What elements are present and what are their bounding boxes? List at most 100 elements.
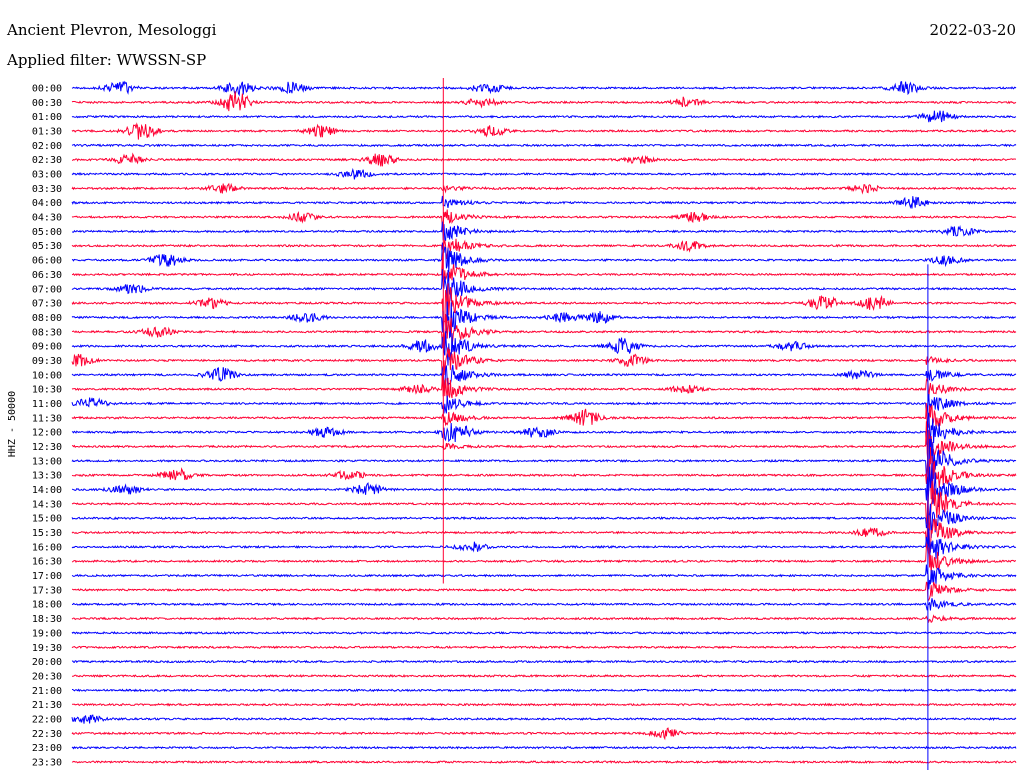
time-tick-label: 11:00 — [32, 399, 62, 410]
time-tick-label: 16:30 — [32, 557, 62, 568]
trace-line — [71, 347, 1017, 385]
time-tick-labels: 00:00 00:30 01:00 01:30 02:00 02:30 03:00 03:30… — [32, 84, 62, 769]
trace-line — [71, 238, 1017, 260]
time-tick-label: 04:00 — [32, 198, 62, 209]
trace-line — [72, 152, 1016, 167]
time-tick-label: 18:30 — [32, 614, 62, 625]
trace-line — [71, 209, 1017, 228]
trace-line — [71, 122, 1017, 140]
trace-line — [71, 645, 1017, 650]
time-tick-label: 07:00 — [32, 284, 62, 295]
trace-line — [71, 403, 1017, 432]
time-tick-label: 13:00 — [32, 456, 62, 467]
time-tick-label: 05:30 — [32, 241, 62, 252]
trace-line — [71, 714, 1017, 724]
trace-line — [71, 438, 1017, 486]
time-tick-label: 04:30 — [32, 213, 62, 224]
time-tick-label: 11:30 — [32, 413, 62, 424]
time-tick-label: 12:00 — [32, 428, 62, 439]
time-tick-label: 14:30 — [32, 499, 62, 510]
trace-line — [71, 598, 1017, 611]
time-tick-label: 03:30 — [32, 184, 62, 195]
time-tick-label: 08:30 — [32, 327, 62, 338]
trace-line — [71, 143, 1017, 148]
trace-line — [71, 242, 1017, 273]
time-tick-label: 17:00 — [32, 571, 62, 582]
trace-line — [72, 688, 1017, 693]
trace-line — [71, 480, 1017, 531]
trace-line — [71, 745, 1017, 750]
trace-line — [71, 394, 1017, 416]
time-tick-label: 02:00 — [32, 141, 62, 152]
time-tick-label: 06:00 — [32, 256, 62, 267]
time-tick-label: 17:30 — [32, 585, 62, 596]
time-tick-label: 22:30 — [32, 729, 62, 740]
time-tick-label: 15:30 — [32, 528, 62, 539]
time-tick-label: 16:00 — [32, 542, 62, 553]
time-tick-label: 03:00 — [32, 170, 62, 181]
trace-line — [71, 659, 1017, 664]
trace-line — [71, 673, 1017, 678]
time-tick-label: 00:30 — [32, 98, 62, 109]
trace-line — [71, 528, 1017, 561]
time-tick-label: 20:30 — [32, 671, 62, 682]
time-tick-label: 12:30 — [32, 442, 62, 453]
time-tick-label: 10:00 — [32, 370, 62, 381]
trace-line — [71, 195, 1017, 209]
time-tick-label: 15:00 — [32, 514, 62, 525]
trace-line — [71, 412, 1017, 445]
time-tick-label: 05:00 — [32, 227, 62, 238]
time-tick-label: 00:00 — [32, 84, 62, 95]
time-tick-label: 19:00 — [32, 628, 62, 639]
trace-line — [71, 283, 1017, 331]
trace-line — [71, 421, 1017, 465]
trace-line — [71, 167, 1017, 180]
trace-line — [71, 331, 1016, 366]
time-tick-label: 01:30 — [32, 127, 62, 138]
trace-line — [71, 543, 1016, 575]
trace-line — [71, 110, 1017, 123]
time-tick-label: 22:00 — [32, 714, 62, 725]
trace-line — [71, 364, 1017, 391]
trace-group — [71, 80, 1017, 765]
trace-line — [71, 503, 1017, 539]
trace-line — [71, 702, 1017, 707]
time-tick-label: 01:00 — [32, 112, 62, 123]
trace-line — [72, 221, 1017, 241]
time-tick-label: 21:30 — [32, 700, 62, 711]
trace-line — [71, 581, 1017, 602]
trace-line — [71, 455, 1017, 500]
time-tick-label: 19:30 — [32, 643, 62, 654]
station-title: Ancient Plevron, Mesologgi — [7, 21, 217, 39]
trace-line — [71, 375, 1017, 401]
time-tick-label: 23:30 — [32, 757, 62, 768]
y-axis-label: HHZ - 50000 — [7, 391, 18, 457]
time-tick-label: 18:00 — [32, 600, 62, 611]
time-tick-label: 14:00 — [32, 485, 62, 496]
time-tick-label: 13:30 — [32, 471, 62, 482]
trace-line — [71, 91, 1017, 112]
trace-line — [71, 630, 1017, 635]
trace-line — [71, 463, 1017, 508]
time-tick-label: 23:00 — [32, 743, 62, 754]
trace-line — [71, 256, 1016, 281]
trace-line — [71, 182, 1017, 195]
time-tick-label: 08:00 — [32, 313, 62, 324]
trace-line — [71, 313, 1017, 355]
time-tick-label: 21:00 — [32, 686, 62, 697]
time-tick-label: 06:30 — [32, 270, 62, 281]
record-date: 2022-03-20 — [929, 21, 1016, 39]
time-tick-label: 09:00 — [32, 342, 62, 353]
trace-line — [71, 80, 1017, 97]
time-tick-label: 02:30 — [32, 155, 62, 166]
trace-line — [71, 614, 1017, 624]
trace-line — [71, 564, 1017, 590]
trace-line — [71, 268, 1017, 302]
time-tick-label: 07:30 — [32, 299, 62, 310]
trace-line — [71, 759, 1017, 765]
quake-group — [442, 78, 929, 770]
time-tick-label: 09:30 — [32, 356, 62, 367]
time-tick-label: 10:30 — [32, 385, 62, 396]
trace-line — [71, 301, 1016, 346]
